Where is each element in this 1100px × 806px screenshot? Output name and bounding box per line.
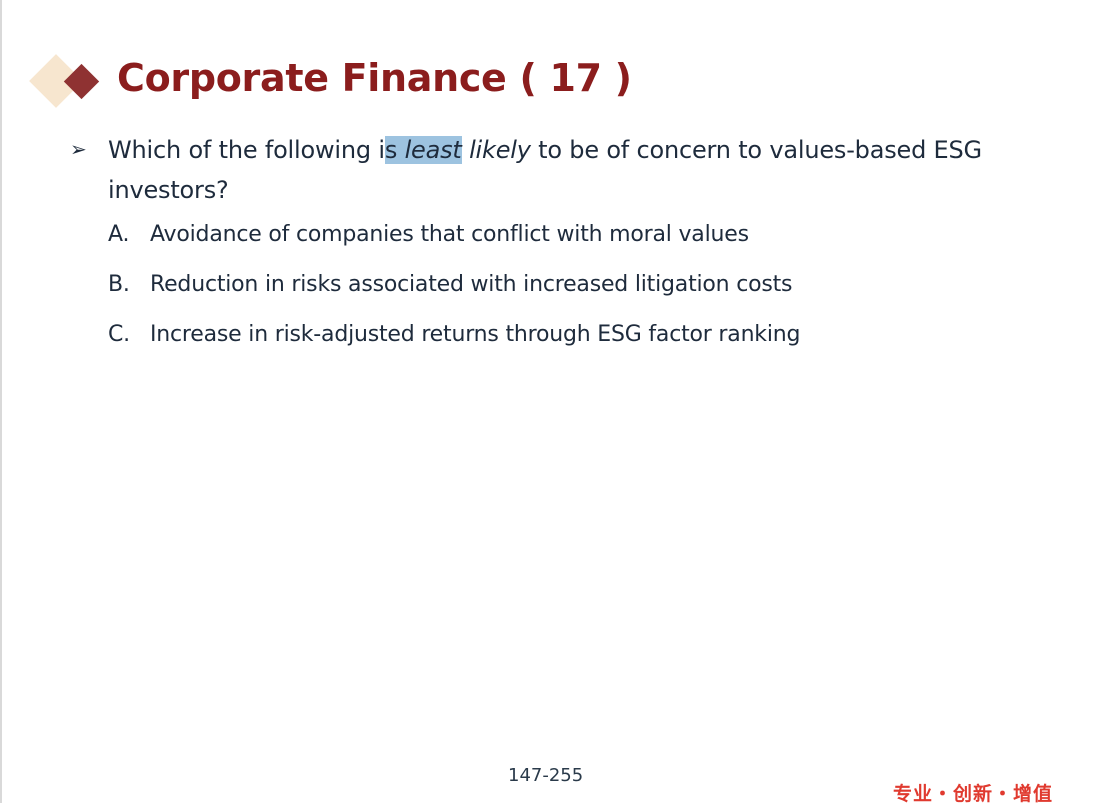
page-number: 147-255 <box>508 765 584 786</box>
slide-left-border <box>0 0 2 803</box>
question-text: Which of the following is least likely t… <box>108 130 1058 210</box>
highlighted-s: s <box>384 136 405 164</box>
question-post: to be of concern to values-based ESG inv… <box>108 136 982 204</box>
selection-highlight: s least <box>384 136 462 164</box>
slogan: 专业・创新・增值 <box>893 783 1054 805</box>
option-text: Avoidance of companies that conflict wit… <box>150 222 749 247</box>
option-letter: B. <box>108 272 130 297</box>
emphasis-likely: likely <box>469 136 531 164</box>
option-letter: A. <box>108 222 130 247</box>
slide-title: Corporate Finance ( 17 ) <box>117 56 632 100</box>
option-text: Increase in risk-adjusted returns throug… <box>150 322 801 347</box>
option-a: A. Avoidance of companies that conflict w… <box>108 222 749 247</box>
option-letter: C. <box>108 322 130 347</box>
question-pre: Which of the following i <box>108 136 385 164</box>
arrow-bullet-icon: ➢ <box>70 137 87 161</box>
option-text: Reduction in risks associated with incre… <box>150 272 793 297</box>
option-b: B. Reduction in risks associated with inc… <box>108 272 793 297</box>
option-c: C. Increase in risk-adjusted returns thro… <box>108 322 800 347</box>
emphasis-least: least <box>404 136 462 164</box>
